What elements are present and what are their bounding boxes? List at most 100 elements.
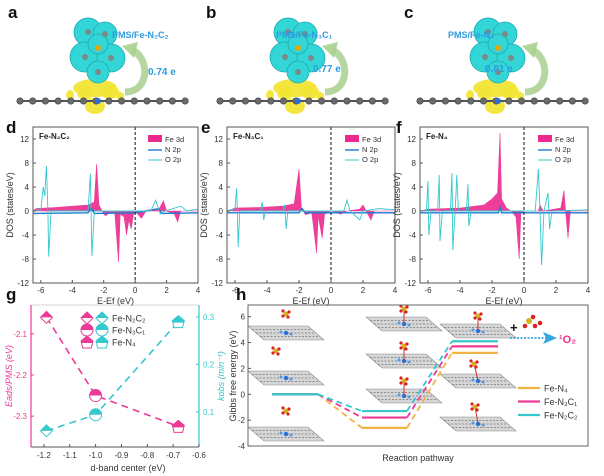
- catalyst-structure-illustration: [247, 309, 325, 341]
- oxygen-atom: [469, 359, 473, 363]
- oxygen-atom: [473, 316, 477, 320]
- y-tick-label: 8: [412, 159, 417, 168]
- catalyst-structure-illustration: [365, 341, 443, 369]
- charge-density-c: [416, 17, 589, 114]
- right-axis-label: kobs (min⁻¹): [216, 351, 226, 401]
- oxygen-atom: [405, 305, 409, 309]
- oxygen-atom: [295, 69, 301, 75]
- oxygen-atom: [473, 311, 477, 315]
- nitrogen-atom: [481, 380, 485, 384]
- y-tick-label: 0: [412, 207, 417, 216]
- legend-marker-eads-fill: [81, 324, 93, 330]
- carbon-atom: [168, 97, 176, 105]
- x-tick-label: -1.2: [37, 451, 51, 460]
- electron-accumulation-lobe: [301, 85, 319, 99]
- marker-kobs-fill: [40, 424, 53, 431]
- carbon-atom: [267, 97, 275, 105]
- catalyst-structure-illustration: [365, 304, 443, 332]
- electron-accumulation-lobe: [266, 90, 274, 100]
- singlet-oxygen-label: ¹O₂: [559, 334, 576, 346]
- carbon-atom: [229, 97, 237, 105]
- oxygen-atom: [399, 376, 403, 380]
- oxygen-atom: [271, 346, 275, 350]
- x-axis-label: d-band center (eV): [90, 463, 165, 473]
- iron-center: [401, 321, 407, 327]
- oxygen-atom: [404, 310, 408, 314]
- x-axis-label: Reaction pathway: [382, 453, 454, 463]
- legend-marker-kobs-fill: [96, 324, 108, 330]
- carbon-atom: [105, 97, 113, 105]
- legend-swatch-fe-3d: [345, 135, 359, 142]
- y-tick-label: 0: [219, 207, 224, 216]
- charge-transfer-arrowhead-icon: [122, 42, 138, 58]
- y-tick-label: -2: [238, 416, 246, 425]
- oxygen-atom: [85, 29, 91, 35]
- label-pms-fe-n4: PMS/Fe-N₄: [448, 30, 494, 40]
- catalyst-structure-illustration: [439, 402, 517, 432]
- nitrogen-atom: [289, 377, 293, 381]
- electron-depletion-blob: [487, 33, 509, 55]
- charge-transfer-a: 0.74 e: [148, 67, 176, 78]
- charge-transfer-arrow-icon: [124, 46, 149, 96]
- charge-transfer-b: 0.77 e: [313, 64, 341, 75]
- electron-depletion-blob: [287, 33, 309, 55]
- electron-accumulation-lobe: [77, 86, 93, 100]
- iron-atom: [495, 98, 501, 104]
- oxygen-atom: [399, 346, 403, 350]
- nitrogen-atom: [481, 330, 485, 334]
- legend-label: Fe 3d: [165, 135, 184, 144]
- catalyst-structure-illustration: [247, 346, 325, 386]
- charge-density-b: [216, 17, 389, 114]
- y-tick-label: -12: [404, 279, 416, 288]
- electron-accumulation-lobe: [101, 85, 119, 99]
- nitrogen-atom: [407, 360, 411, 364]
- marker-eads-fill: [40, 311, 53, 318]
- legend-label: Fe-N₃C₁: [112, 326, 145, 336]
- marker-eads-fill: [89, 389, 102, 396]
- oxygen-atom: [308, 55, 314, 61]
- sulfur-atom: [495, 45, 501, 51]
- x-axis-label: E-Ef (eV): [97, 296, 134, 306]
- iron-center: [475, 421, 481, 427]
- carbon-atom: [16, 97, 24, 105]
- legend-swatch-fe-3d: [538, 135, 552, 142]
- left-tick-label: -2.1: [13, 330, 27, 339]
- x-axis-label: E-Ef (eV): [485, 296, 522, 306]
- y-tick-label: -8: [216, 255, 224, 264]
- marker-eads-fill: [172, 420, 185, 428]
- plot-frame: [32, 126, 199, 284]
- sulfur-atom: [401, 343, 407, 349]
- sulfur-atom: [95, 45, 101, 51]
- dos-series-n-2p: [227, 207, 395, 214]
- sulfur-atom: [273, 348, 279, 354]
- oxygen-atom: [281, 309, 285, 313]
- series-line-left: [45, 316, 179, 428]
- oxygen-atom: [399, 309, 403, 313]
- nitrogen-atom: [471, 378, 475, 382]
- right-tick-label: 0.3: [203, 313, 215, 322]
- pms-molecule-atom: [532, 323, 538, 329]
- y-tick-label: -4: [238, 442, 246, 451]
- y-tick-label: -12: [17, 279, 29, 288]
- nitrogen-atom: [471, 421, 475, 425]
- y-tick-label: -8: [409, 255, 417, 264]
- oxygen-atom: [476, 403, 480, 407]
- dos-series-n-2p: [32, 206, 199, 215]
- legend-label: Fe 3d: [555, 135, 574, 144]
- carbon-atom: [543, 97, 551, 105]
- charge-transfer-arrowhead-icon: [322, 42, 338, 58]
- panel-title: Fe-N₃C₁: [233, 132, 264, 141]
- energy-connector: [406, 345, 453, 419]
- electron-accumulation-lobe: [501, 85, 519, 99]
- nitrogen-atom: [481, 423, 485, 427]
- oxygen-atom: [495, 69, 501, 75]
- arrow-head-icon: [543, 332, 557, 344]
- y-tick-label: 4: [412, 183, 417, 192]
- x-tick-label: -0.7: [166, 451, 180, 460]
- x-tick-label: 0: [133, 286, 138, 295]
- carbon-atom: [318, 97, 326, 105]
- oxygen-atom: [286, 412, 290, 416]
- charge-density-panels: [16, 17, 589, 114]
- x-tick-label: -0.6: [192, 451, 206, 460]
- oxygen-atom: [479, 312, 483, 316]
